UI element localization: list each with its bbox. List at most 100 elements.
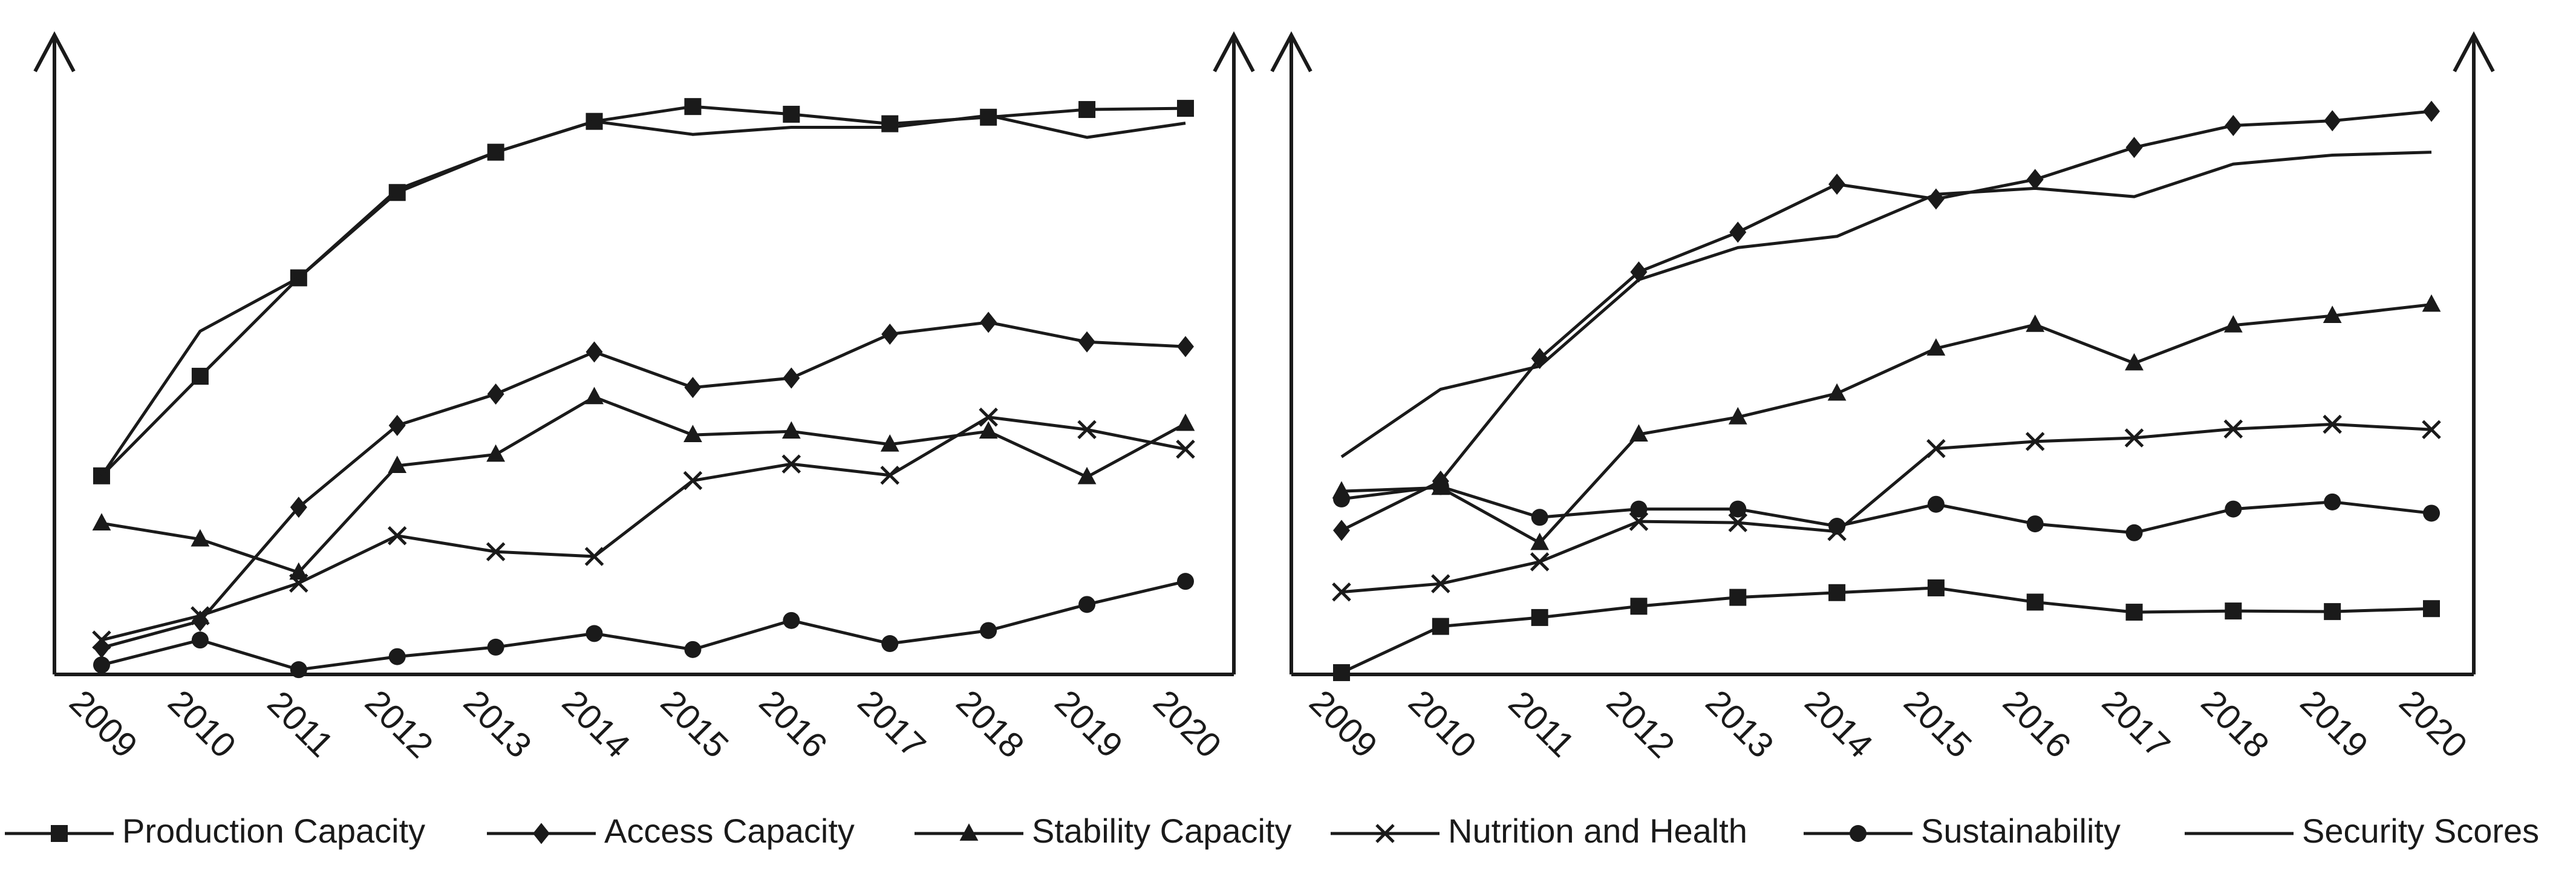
x-tick-label-right-2014: 2014 [1797,682,1880,765]
point-sustainability-left-2011 [290,661,307,679]
x-tick-label-right-2013: 2013 [1698,682,1781,765]
point-nutrition-and-health-left-2015-stroke-b [683,471,703,491]
chart-panel-left: 2009 2010 2011 2012 2013 2014 2015 2016 2017 2018… [33,31,1255,766]
series-stability-capacity-right [1332,294,2441,550]
y-axis-arrow-left-left [33,31,76,73]
legend-label-stability-capacity: Stability Capacity [1032,812,1292,850]
point-stability-capacity-right-2018 [2223,315,2243,333]
point-production-capacity-left-2017 [881,115,899,132]
point-production-capacity-left-2019 [1078,101,1096,119]
point-nutrition-and-health-left-2009 [92,630,111,650]
point-stability-capacity-right-2017 [2125,353,2144,371]
series-line-nutrition-and-health-right [1341,422,2432,594]
point-access-capacity-left-2014 [585,341,603,363]
point-stability-capacity-left-2014 [585,387,604,405]
point-sustainability-right-2016 [2026,515,2044,533]
point-access-capacity-left-2017 [881,323,899,345]
point-access-capacity-left-2020 [1177,336,1194,357]
point-nutrition-and-health-left-2014 [584,547,604,566]
point-access-capacity-left-2018 [980,312,997,333]
legend-marker-nutrition-and-health-stroke-b [1375,824,1395,843]
legend-label-sustainability: Sustainability [1921,812,2121,850]
point-production-capacity-left-2010 [191,368,209,385]
point-nutrition-and-health-right-2013 [1728,513,1748,532]
point-nutrition-and-health-right-2016-stroke-b [2025,432,2045,451]
series-nutrition-and-health-left [92,407,1195,650]
point-nutrition-and-health-left-2014-stroke-b [584,547,604,566]
point-nutrition-and-health-left-2011-stroke-b [289,573,308,593]
x-tick-label-right-2009: 2009 [1302,682,1384,765]
point-stability-capacity-left-2010 [191,529,210,547]
point-access-capacity-right-2019 [2324,110,2341,132]
x-tick-label-right-2019: 2019 [2293,682,2376,765]
point-sustainability-right-2020 [2423,504,2440,522]
point-nutrition-and-health-left-2019-stroke-b [1077,420,1097,440]
point-stability-capacity-right-2016 [2026,315,2045,332]
x-tick-label-left-2009: 2009 [62,682,145,765]
point-sustainability-left-2009 [93,656,110,674]
point-nutrition-and-health-right-2017 [2124,428,2144,448]
point-access-capacity-right-2013 [1729,221,1747,243]
point-stability-capacity-right-2015 [1926,338,1946,356]
y-axis-arrow-right-left [1213,31,1255,73]
point-production-capacity-right-2011 [1531,608,1548,626]
series-access-capacity-left [93,312,1194,659]
point-production-capacity-right-2013 [1729,589,1747,606]
point-stability-capacity-left-2012 [388,455,407,473]
point-nutrition-and-health-right-2015 [1926,439,1946,458]
point-sustainability-right-2019 [2324,493,2341,511]
point-nutrition-and-health-left-2016 [781,454,801,474]
point-access-capacity-right-2018 [2225,115,2242,137]
point-nutrition-and-health-left-2018-stroke-b [979,407,998,427]
series-production-capacity-right [1333,579,2440,682]
point-sustainability-right-2013 [1729,500,1747,518]
series-line-access-capacity-right [1340,109,2432,532]
point-nutrition-and-health-left-2010 [191,606,210,625]
point-access-capacity-left-2015 [684,377,702,399]
x-tick-label-left-2018: 2018 [949,682,1032,765]
point-nutrition-and-health-right-2012-stroke-b [1629,512,1649,531]
point-nutrition-and-health-right-2020 [2422,420,2441,440]
series-line-stability-capacity-right [1341,302,2432,544]
series-line-security-scores-left [100,114,1186,477]
point-sustainability-right-2011 [1531,509,1548,526]
point-nutrition-and-health-left-2020 [1176,439,1195,459]
series-line-sustainability-right [1341,484,2432,535]
point-production-capacity-right-2012 [1630,598,1648,615]
series-nutrition-and-health-right [1332,414,2441,602]
series-security-scores-left [100,114,1186,477]
point-nutrition-and-health-right-2018 [2223,419,2243,439]
series-line-production-capacity-right [1340,586,2432,674]
point-access-capacity-left-2016 [783,367,800,389]
point-stability-capacity-right-2011 [1530,532,1550,550]
point-stability-capacity-left-2019 [1077,466,1097,484]
point-nutrition-and-health-left-2013-stroke-b [486,542,506,561]
point-nutrition-and-health-right-2019 [2323,414,2342,434]
point-production-capacity-right-2020 [2423,600,2440,618]
point-access-capacity-right-2009 [1333,520,1350,541]
point-sustainability-left-2015 [684,641,702,658]
series-line-access-capacity-left [101,321,1186,650]
legend-label-security-scores: Security Scores [2302,812,2539,850]
point-access-capacity-right-2017 [2125,137,2143,158]
legend-entry-security-scores: Security Scores [2185,812,2539,850]
point-nutrition-and-health-right-2011-stroke-b [1530,552,1550,572]
x-tick-label-right-2017: 2017 [2095,682,2177,765]
x-tick-label-right-2011: 2011 [1501,683,1582,765]
x-tick-label-left-2011: 2011 [260,683,341,765]
point-stability-capacity-left-2020 [1176,413,1195,431]
point-nutrition-and-health-left-2009-stroke-b [92,630,111,650]
point-nutrition-and-health-right-2016 [2025,432,2045,451]
point-access-capacity-left-2013 [487,383,504,405]
point-nutrition-and-health-left-2015 [683,471,703,491]
point-nutrition-and-health-right-2011 [1530,552,1550,572]
x-tick-label-right-2010: 2010 [1401,682,1484,765]
x-tick-label-left-2012: 2012 [357,682,440,765]
point-nutrition-and-health-right-2013-stroke-b [1728,513,1748,532]
point-stability-capacity-right-2012 [1629,424,1648,442]
point-sustainability-left-2020 [1177,573,1194,590]
point-sustainability-right-2010 [1432,478,1449,495]
x-tick-label-left-2016: 2016 [752,682,835,765]
legend-label-production-capacity: Production Capacity [122,812,425,850]
